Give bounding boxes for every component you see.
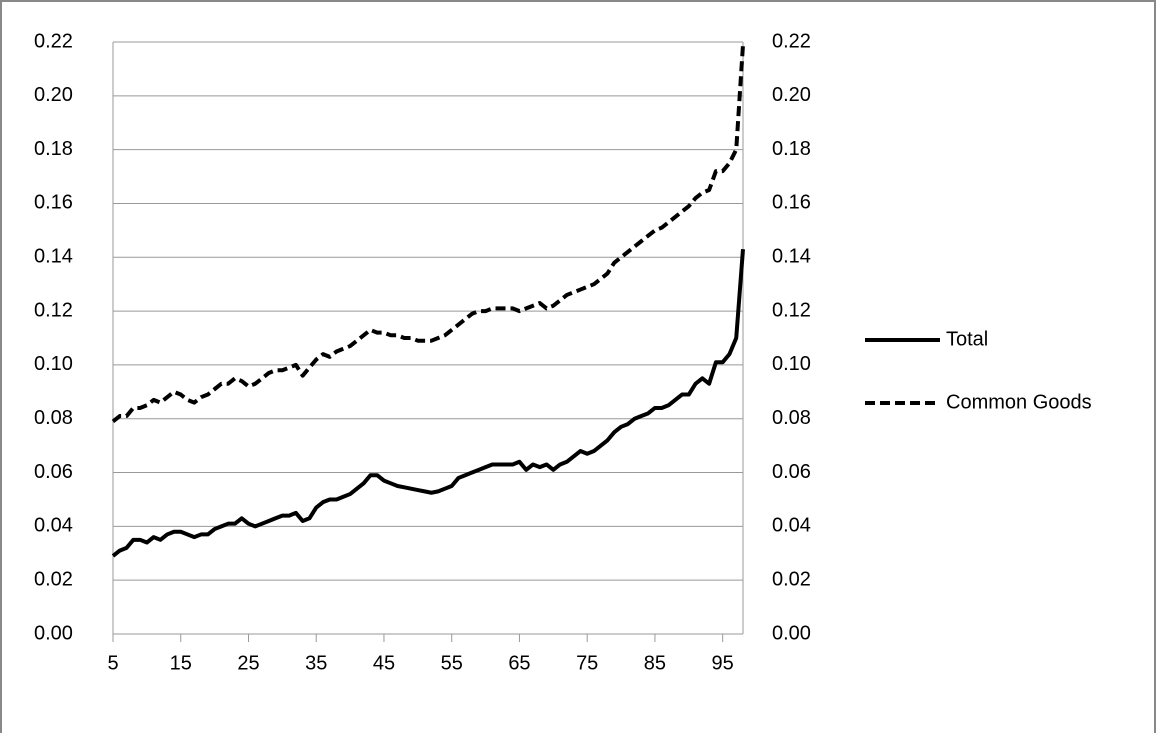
y-tick-label: 0.00 [34,622,73,644]
y-tick-label: 0.12 [34,299,73,321]
y2-tick-label: 0.20 [772,84,811,106]
y2-tick-label: 0.08 [772,407,811,429]
y2-tick-label: 0.06 [772,461,811,483]
x-tick-label: 95 [712,652,734,674]
x-tick-label: 45 [373,652,395,674]
x-tick-label: 35 [305,652,327,674]
x-tick-label: 65 [508,652,530,674]
y-tick-label: 0.10 [34,353,73,375]
y2-tick-label: 0.22 [772,30,811,52]
line-series [111,249,745,558]
line-series [111,44,745,423]
y-tick-label: 0.02 [34,568,73,590]
y-tick-label: 0.04 [34,515,73,537]
y-tick-label: 0.08 [34,407,73,429]
x-tick-label: 25 [237,652,259,674]
x-tick-label: 85 [644,652,666,674]
y-tick-label: 0.18 [34,138,73,160]
y2-tick-label: 0.04 [772,515,811,537]
y2-tick-label: 0.12 [772,299,811,321]
y2-tick-label: 0.16 [772,192,811,214]
x-tick-label: 15 [170,652,192,674]
legend-label: Total [946,328,988,350]
y-tick-label: 0.16 [34,192,73,214]
y2-tick-label: 0.00 [772,622,811,644]
y2-tick-label: 0.14 [772,246,811,268]
x-tick-label: 5 [107,652,118,674]
x-tick-label: 55 [441,652,463,674]
y2-tick-label: 0.10 [772,353,811,375]
y2-tick-label: 0.18 [772,138,811,160]
y-tick-label: 0.06 [34,461,73,483]
y-tick-label: 0.20 [34,84,73,106]
x-tick-label: 75 [576,652,598,674]
y-tick-label: 0.22 [34,30,73,52]
y2-tick-label: 0.02 [772,568,811,590]
y-tick-label: 0.14 [34,246,73,268]
legend-label: Common Goods [946,391,1092,413]
